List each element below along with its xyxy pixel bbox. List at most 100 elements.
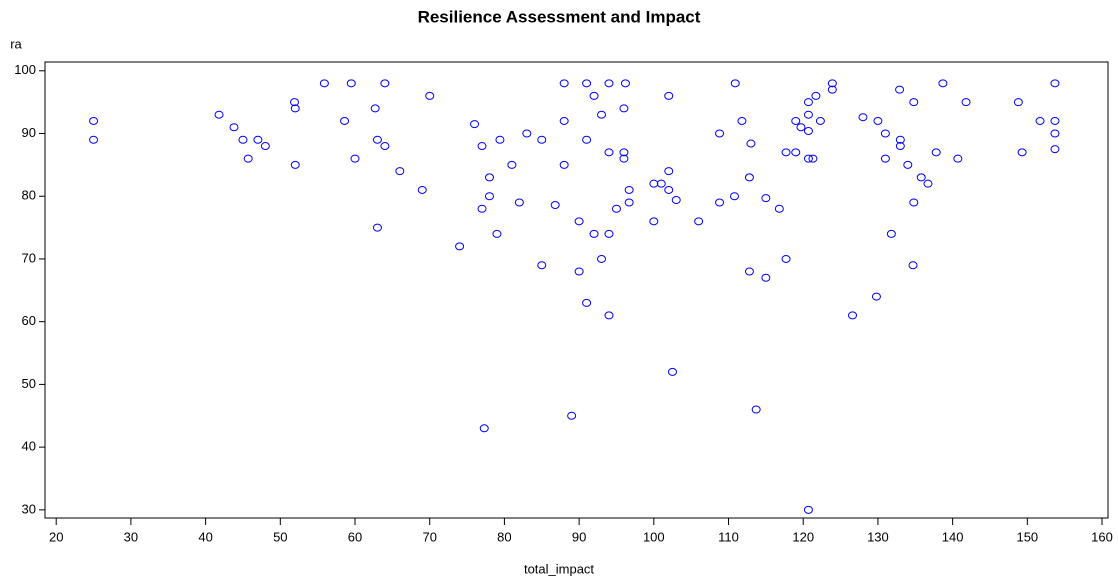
point — [624, 198, 634, 207]
x-tick-label: 100 — [643, 529, 665, 544]
point — [243, 154, 253, 163]
point — [582, 298, 592, 307]
point — [664, 185, 674, 194]
point — [827, 85, 837, 94]
point — [319, 79, 329, 88]
point — [744, 267, 754, 276]
point — [923, 179, 933, 188]
point — [827, 79, 837, 88]
point — [815, 116, 825, 125]
chart-title: Resilience Assessment and Impact — [418, 7, 701, 26]
point — [909, 198, 919, 207]
point — [916, 173, 926, 182]
point — [89, 135, 99, 144]
point — [604, 311, 614, 320]
point — [470, 120, 480, 129]
y-axis-label: ra — [10, 36, 22, 51]
x-tick-label: 30 — [124, 529, 138, 544]
x-tick-label: 50 — [273, 529, 287, 544]
point — [803, 154, 813, 163]
point — [751, 405, 761, 414]
point — [895, 142, 905, 151]
point — [803, 98, 813, 107]
point — [1013, 98, 1023, 107]
point — [880, 154, 890, 163]
point — [253, 135, 263, 144]
point — [582, 79, 592, 88]
point — [589, 91, 599, 100]
point — [589, 229, 599, 238]
point — [346, 79, 356, 88]
point — [715, 198, 725, 207]
point — [290, 104, 300, 113]
point — [791, 148, 801, 157]
point — [664, 167, 674, 176]
point — [1017, 148, 1027, 157]
point — [417, 185, 427, 194]
point — [559, 116, 569, 125]
point — [395, 167, 405, 176]
point — [372, 223, 382, 232]
point — [871, 292, 881, 301]
x-tick-label: 80 — [497, 529, 511, 544]
point — [1050, 129, 1060, 138]
point — [1050, 116, 1060, 125]
point — [597, 110, 607, 119]
point — [803, 505, 813, 514]
point — [522, 129, 532, 138]
x-tick-label: 120 — [792, 529, 814, 544]
y-tick-label: 60 — [22, 313, 36, 328]
point — [370, 104, 380, 113]
y-tick-label: 70 — [22, 250, 36, 265]
x-tick-label: 160 — [1091, 529, 1113, 544]
point — [649, 217, 659, 226]
point — [811, 91, 821, 100]
point — [803, 110, 813, 119]
x-tick-label: 140 — [942, 529, 964, 544]
point — [559, 79, 569, 88]
point — [761, 194, 771, 203]
point — [477, 142, 487, 151]
x-tick-label: 70 — [422, 529, 436, 544]
point — [290, 160, 300, 169]
point — [746, 139, 756, 148]
point — [290, 98, 300, 107]
point — [425, 91, 435, 100]
point — [1035, 116, 1045, 125]
point — [886, 229, 896, 238]
point — [484, 192, 494, 201]
point — [961, 98, 971, 107]
point — [931, 148, 941, 157]
x-tick-label: 40 — [198, 529, 212, 544]
point — [550, 201, 560, 210]
x-tick-label: 90 — [572, 529, 586, 544]
point — [880, 129, 890, 138]
y-tick-label: 50 — [22, 376, 36, 391]
point — [1050, 79, 1060, 88]
point — [620, 79, 630, 88]
y-tick-label: 80 — [22, 188, 36, 203]
point — [761, 273, 771, 282]
point — [729, 192, 739, 201]
point — [619, 148, 629, 157]
point — [89, 116, 99, 125]
y-tick-label: 100 — [14, 62, 36, 77]
point — [514, 198, 524, 207]
point — [858, 113, 868, 122]
point — [774, 204, 784, 213]
point — [574, 217, 584, 226]
plot-frame — [44, 61, 1109, 519]
point — [808, 154, 818, 163]
point — [744, 173, 754, 182]
point — [537, 135, 547, 144]
point — [895, 85, 905, 94]
point — [484, 173, 494, 182]
point — [649, 179, 659, 188]
point — [938, 79, 948, 88]
x-tick-label: 150 — [1016, 529, 1038, 544]
point — [340, 116, 350, 125]
point — [350, 154, 360, 163]
point — [737, 116, 747, 125]
point — [507, 160, 517, 169]
point — [495, 135, 505, 144]
